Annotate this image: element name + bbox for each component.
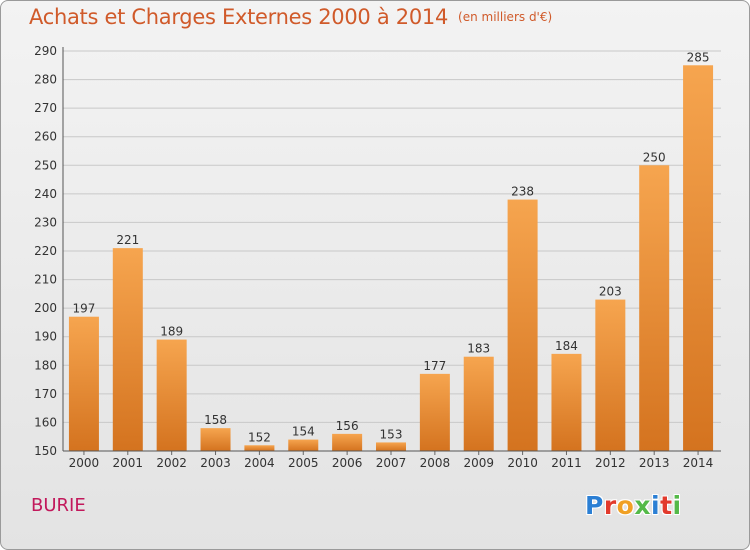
y-tick-label: 160 bbox=[34, 415, 57, 429]
bar-value-label: 154 bbox=[292, 425, 315, 439]
bar bbox=[156, 339, 187, 451]
chart-unit-text: (en milliers d'€) bbox=[458, 10, 553, 24]
logo-letter: i bbox=[672, 491, 682, 520]
bars bbox=[68, 65, 714, 452]
chart-title-text: Achats et Charges Externes 2000 à 2014 bbox=[29, 5, 449, 29]
x-tick-label: 2013 bbox=[639, 456, 670, 470]
y-tick-label: 150 bbox=[34, 444, 57, 458]
bar-value-label: 184 bbox=[555, 339, 578, 353]
logo-letter: P bbox=[585, 491, 604, 520]
bar-value-label: 156 bbox=[336, 419, 359, 433]
x-tick-label: 2005 bbox=[288, 456, 319, 470]
bar bbox=[112, 248, 143, 451]
y-tick-label: 290 bbox=[34, 44, 57, 58]
y-tick-label: 210 bbox=[34, 273, 57, 287]
place-name: BURIE bbox=[31, 495, 86, 516]
y-tick-label: 200 bbox=[34, 301, 57, 315]
x-tick-label: 2011 bbox=[551, 456, 582, 470]
logo-letter: x bbox=[634, 491, 651, 520]
bar-value-label: 221 bbox=[116, 233, 139, 247]
y-tick-label: 190 bbox=[34, 330, 57, 344]
bar bbox=[332, 433, 363, 451]
y-tick-label: 170 bbox=[34, 387, 57, 401]
bar bbox=[419, 373, 450, 451]
x-tick-label: 2012 bbox=[595, 456, 626, 470]
x-tick-label: 2004 bbox=[244, 456, 275, 470]
bar bbox=[288, 439, 319, 451]
x-tick-label: 2000 bbox=[69, 456, 100, 470]
bar-value-label: 250 bbox=[643, 150, 666, 164]
bar-value-label: 153 bbox=[380, 427, 403, 441]
bar-value-label: 285 bbox=[687, 50, 710, 64]
x-tick-label: 2007 bbox=[376, 456, 407, 470]
bar-value-label: 152 bbox=[248, 430, 271, 444]
logo-letter: r bbox=[603, 491, 617, 520]
y-tick-label: 280 bbox=[34, 73, 57, 87]
y-tick-label: 220 bbox=[34, 244, 57, 258]
bar bbox=[507, 199, 538, 451]
x-tick-label: 2001 bbox=[113, 456, 144, 470]
x-tick-label: 2002 bbox=[156, 456, 187, 470]
bar bbox=[463, 356, 494, 451]
bar-value-label: 183 bbox=[467, 342, 490, 356]
bar bbox=[683, 65, 714, 452]
bar bbox=[376, 442, 406, 451]
y-tick-label: 270 bbox=[34, 101, 57, 115]
x-tick-label: 2003 bbox=[200, 456, 231, 470]
y-axis-ticks: 150 160 170 180 190 200 210 220 230 240 250 260 270 2… bbox=[34, 44, 57, 458]
y-tick-label: 230 bbox=[34, 215, 57, 229]
bar-value-label: 203 bbox=[599, 285, 622, 299]
x-tick-label: 2006 bbox=[332, 456, 363, 470]
x-tick-label: 2010 bbox=[507, 456, 538, 470]
bar bbox=[551, 353, 582, 451]
chart-title: Achats et Charges Externes 2000 à 2014 (e… bbox=[29, 5, 552, 29]
axes bbox=[62, 47, 721, 452]
x-tick-label: 2009 bbox=[463, 456, 494, 470]
value-labels: 197 221 189 158 152 154 156 153 177 183 238 184 203 2… bbox=[72, 50, 709, 444]
bar bbox=[244, 445, 275, 451]
y-tick-label: 240 bbox=[34, 187, 57, 201]
bar-value-label: 238 bbox=[511, 185, 534, 199]
y-tick-label: 250 bbox=[34, 158, 57, 172]
bar-value-label: 177 bbox=[423, 359, 446, 373]
bar bbox=[595, 299, 626, 451]
bar bbox=[639, 165, 670, 452]
x-tick-label: 2014 bbox=[683, 456, 714, 470]
y-tick-label: 260 bbox=[34, 130, 57, 144]
bar-value-label: 197 bbox=[72, 302, 95, 316]
logo-letter: i bbox=[651, 491, 661, 520]
x-tick-label: 2008 bbox=[420, 456, 451, 470]
bar-value-label: 189 bbox=[160, 325, 183, 339]
bar-value-label: 158 bbox=[204, 413, 227, 427]
logo-letter: o bbox=[616, 491, 635, 520]
logo-letter: t bbox=[660, 491, 673, 520]
y-tick-label: 180 bbox=[34, 358, 57, 372]
x-axis-ticks: 2000 2001 2002 2003 2004 2005 2006 2007 2008 2009… bbox=[69, 451, 714, 470]
proxiti-logo: Proxiti bbox=[585, 491, 682, 520]
bar bbox=[200, 428, 231, 451]
bar bbox=[68, 316, 99, 451]
